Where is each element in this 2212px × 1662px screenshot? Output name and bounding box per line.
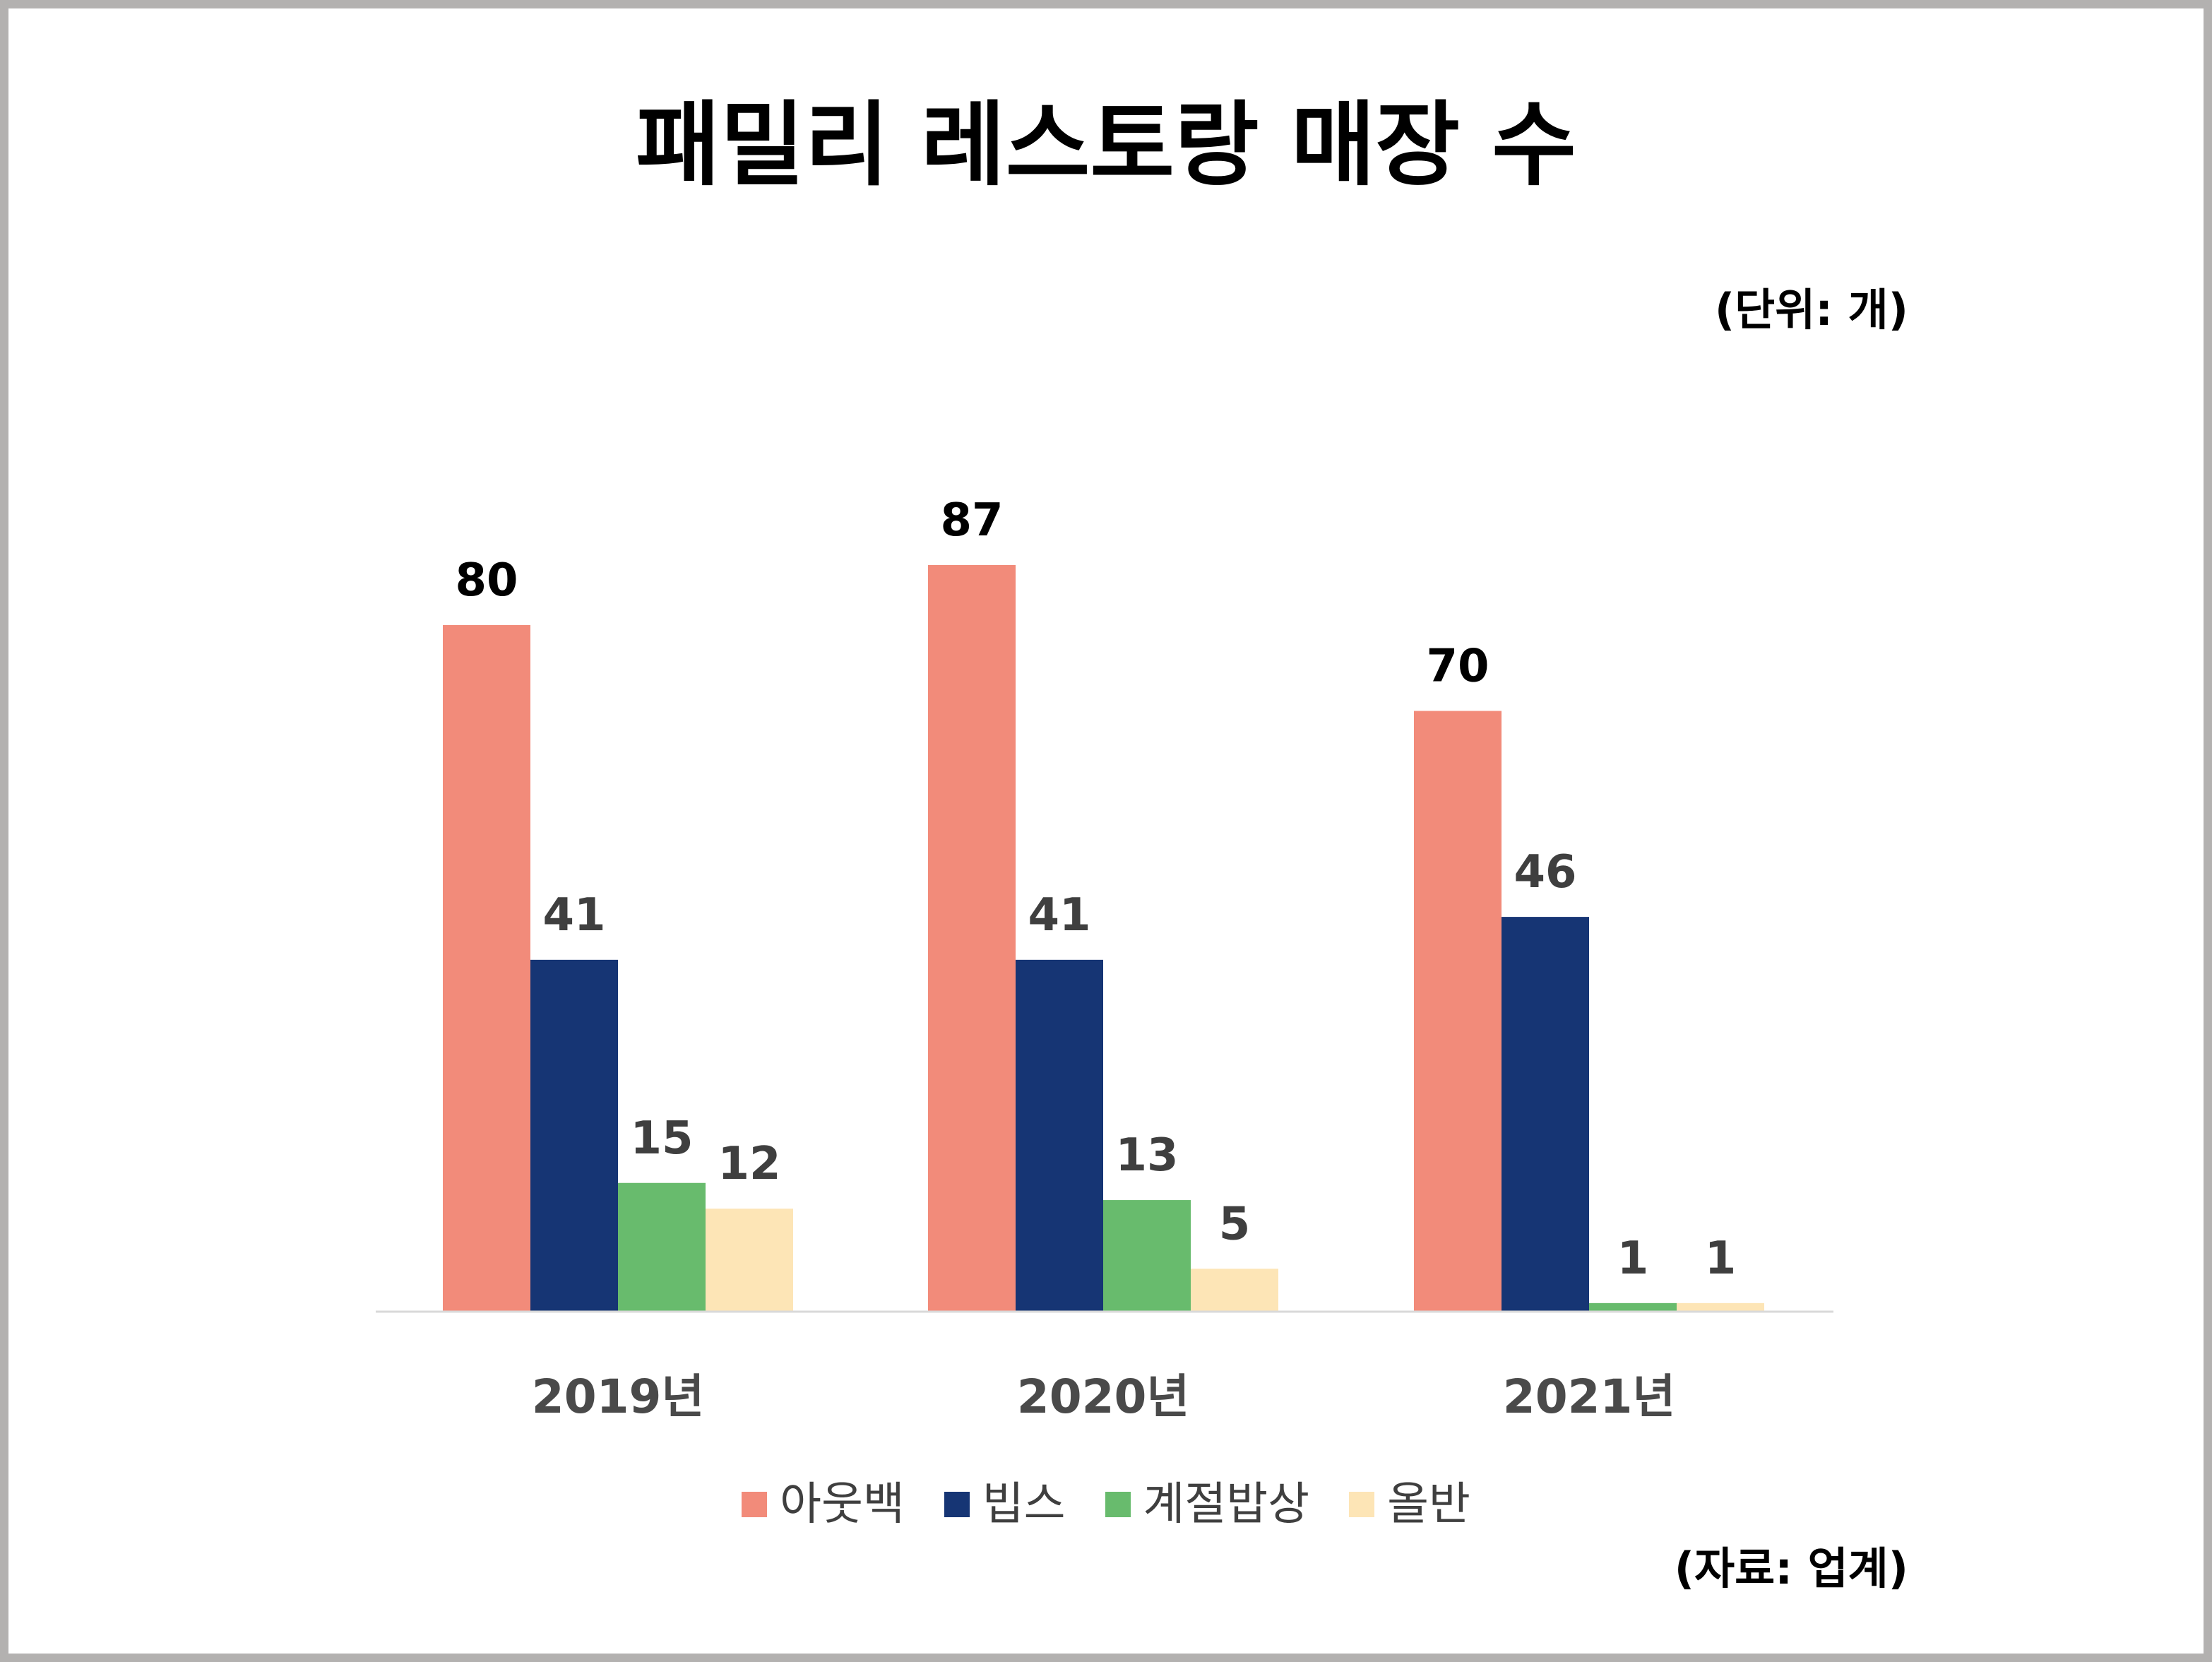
bar-2019년-계절밥상	[618, 1182, 706, 1312]
bar-2020년-빕스	[1016, 959, 1103, 1312]
legend-swatch	[742, 1492, 768, 1517]
data-label-2020년-올반: 5	[1219, 1198, 1251, 1250]
data-label-2020년-아웃백: 87	[940, 494, 1003, 547]
bar-2019년-빕스	[530, 959, 618, 1312]
legend-item-계절밥상: 계절밥상	[1105, 1478, 1310, 1531]
legend: 아웃백 빕스 계절밥상 올반	[0, 1482, 2212, 1527]
data-label-2019년-올반: 12	[718, 1138, 780, 1190]
data-label-2019년-계절밥상: 15	[630, 1112, 693, 1165]
data-label-2019년-빕스: 41	[542, 889, 605, 942]
legend-swatch	[944, 1492, 970, 1517]
bars-group	[443, 564, 1764, 1312]
source-note: (자료: 업계)	[1674, 1543, 1908, 1594]
legend-item-올반: 올반	[1349, 1482, 1470, 1527]
x-tick-label: 2019년	[532, 1370, 704, 1424]
data-label-2021년-올반: 1	[1705, 1233, 1737, 1285]
bar-2021년-아웃백	[1414, 711, 1502, 1312]
legend-label: 올반	[1387, 1478, 1470, 1531]
data-labels-group: 80 41 15 12 87 41 13 5 70 46 1 1	[455, 494, 1736, 1285]
bar-2021년-빕스	[1502, 917, 1589, 1312]
data-label-2020년-계절밥상: 13	[1115, 1129, 1178, 1182]
data-label-2019년-아웃백: 80	[455, 554, 518, 607]
data-label-2021년-빕스: 46	[1514, 846, 1576, 898]
x-tick-label: 2021년	[1503, 1370, 1675, 1424]
bar-2021년-계절밥상	[1589, 1302, 1677, 1312]
legend-item-아웃백: 아웃백	[742, 1482, 905, 1527]
bar-2019년-올반	[706, 1209, 793, 1312]
x-tick-label: 2020년	[1017, 1370, 1189, 1424]
bar-2020년-올반	[1191, 1269, 1278, 1312]
bar-2020년-계절밥상	[1103, 1200, 1191, 1312]
legend-label: 아웃백	[780, 1478, 905, 1531]
unit-note: (단위: 개)	[1714, 284, 1908, 336]
legend-label: 빕스	[982, 1478, 1066, 1531]
legend-label: 계절밥상	[1143, 1478, 1310, 1531]
data-label-2020년-빕스: 41	[1028, 889, 1090, 942]
legend-item-빕스: 빕스	[944, 1482, 1066, 1527]
bar-2020년-아웃백	[928, 564, 1016, 1312]
chart-title: 패밀리 레스토랑 매장 수	[636, 91, 1576, 198]
bar-2019년-아웃백	[443, 625, 530, 1312]
bar-2021년-올반	[1677, 1302, 1764, 1312]
data-label-2021년-아웃백: 70	[1426, 641, 1489, 693]
data-label-2021년-계절밥상: 1	[1617, 1233, 1649, 1285]
legend-swatch	[1105, 1492, 1131, 1517]
legend-swatch	[1349, 1492, 1375, 1517]
x-tick-labels-group: 2019년 2020년 2021년	[532, 1370, 1675, 1424]
